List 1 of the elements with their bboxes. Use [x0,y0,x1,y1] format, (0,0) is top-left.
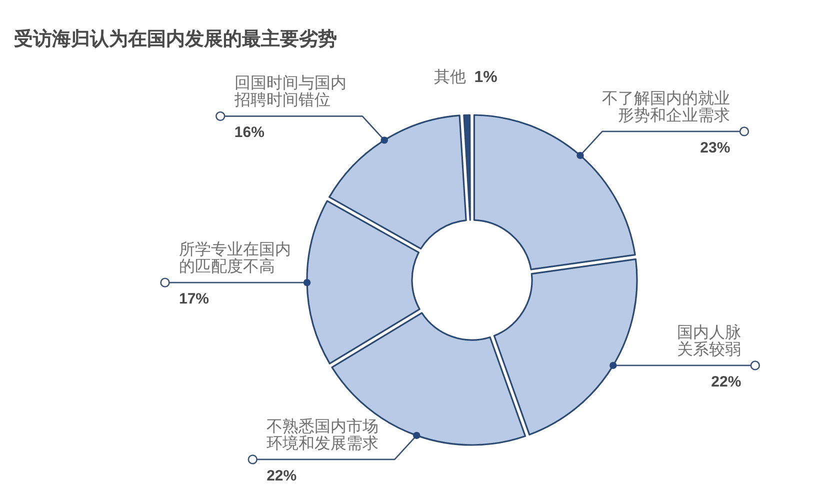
title: 受访海归认为在国内发展的最主要劣势 [14,29,337,50]
